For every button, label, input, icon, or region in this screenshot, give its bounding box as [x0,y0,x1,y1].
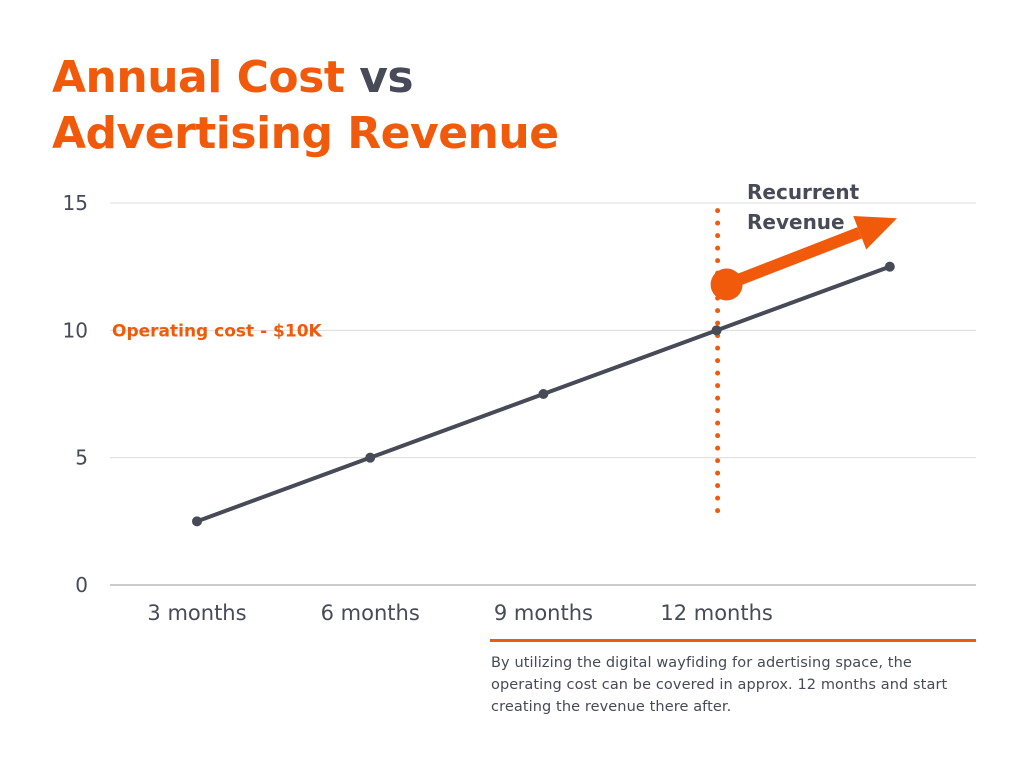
breakeven-marker [710,268,743,301]
x-tick-label: 9 months [494,601,593,625]
title-vs: vs [359,52,414,103]
y-tick-label: 10 [63,318,88,342]
series-layer [192,261,895,527]
y-axis-ticks: 0 5 10 15 [63,191,88,597]
x-tick-label: 6 months [321,601,420,625]
annotations [710,208,897,517]
revenue-arrow-shaft [724,227,862,291]
y-tick-label: 15 [63,191,88,215]
title-advertising-revenue: Advertising Revenue [52,108,559,159]
y-tick-label: 0 [75,573,88,597]
x-tick-label: 3 months [147,601,246,625]
footnote-divider [490,639,976,642]
chart-title: Annual Cost vs Advertising Revenue [52,50,559,162]
data-point [538,389,549,399]
data-point [711,325,722,336]
recurrent-revenue-label-line1: Recurrent [747,180,860,204]
data-point [884,261,895,272]
recurrent-revenue-label-line2: Revenue [747,210,845,234]
y-tick-label: 5 [75,446,88,470]
title-annual-cost: Annual Cost [52,52,345,103]
operating-cost-label: Operating cost - $10K [112,321,323,341]
footnote-text: By utilizing the digital wayfiding for a… [491,655,948,715]
x-tick-label: 12 months [660,601,773,625]
data-point [365,452,376,463]
annotation-labels: Operating cost - $10K Recurrent Revenue [112,180,860,341]
grid-lines [110,202,976,586]
data-point [192,516,202,527]
revenue-arrow-head [853,215,897,250]
x-axis-ticks: 3 months 6 months 9 months 12 months [147,601,772,625]
